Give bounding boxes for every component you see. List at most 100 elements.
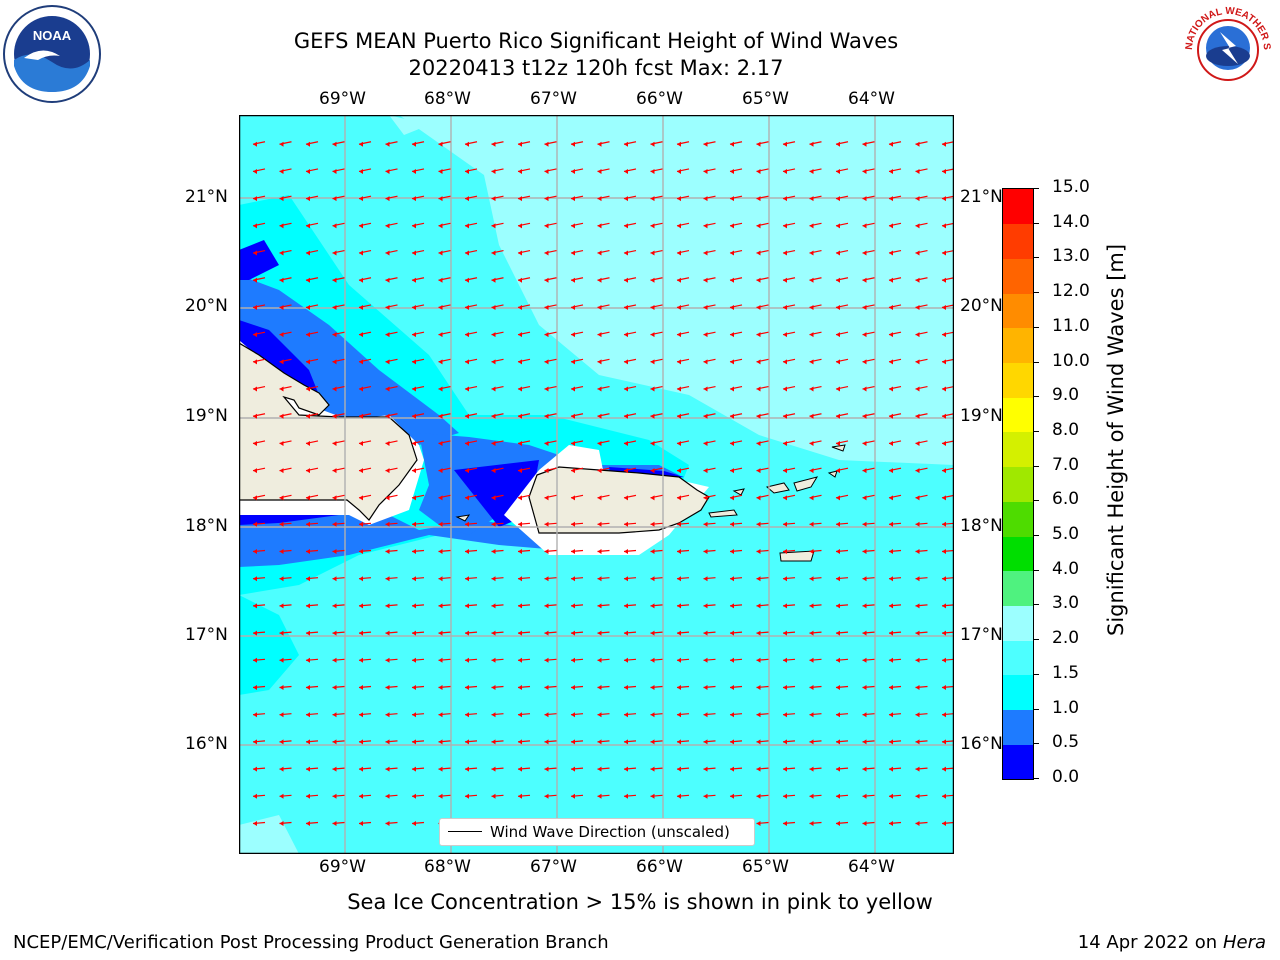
wave-direction-arrowhead [915,793,920,799]
colorbar-segment [1003,362,1033,398]
wave-direction-arrowhead [544,440,549,446]
wave-direction-arrowhead [279,332,284,338]
wave-direction-arrowhead [889,168,893,174]
wave-direction-arrowhead [412,576,416,582]
wave-direction-arrowhead [597,413,602,419]
wave-direction-arrowhead [783,277,787,283]
wave-direction-arrowhead [597,766,602,772]
wave-direction-arrowhead [650,685,655,690]
wave-direction-arrowhead [730,141,734,147]
wave-direction-arrowhead [756,766,761,772]
wave-direction-arrowhead [703,603,708,609]
wave-direction-arrowhead [624,304,628,310]
wave-direction-arrowhead [385,657,390,663]
wave-direction-arrowhead [491,576,496,582]
colorbar-tick-label: 10.0 [1052,350,1090,371]
wave-direction-arrowhead [412,223,416,229]
wave-direction-arrowhead [332,793,337,799]
wave-direction-arrowhead [677,440,681,446]
map-title: GEFS MEAN Puerto Rico Significant Height… [293,29,899,53]
wave-direction-arrowhead [544,549,549,554]
wave-direction-arrowhead [332,277,337,283]
wave-direction-arrowhead [756,359,761,365]
wave-direction-arrowhead [385,359,390,365]
wave-direction-arrowhead [491,712,496,718]
wave-direction-arrowhead [306,739,310,745]
wave-direction-arrowhead [332,304,337,310]
wave-direction-arrowhead [359,332,363,338]
wave-direction-arrowhead [571,657,575,663]
wave-direction-arrowhead [809,359,814,365]
wave-direction-arrowhead [571,521,575,527]
colorbar-tick-mark [1034,257,1039,259]
wave-direction-arrowhead [332,223,337,229]
wave-direction-arrowhead [624,521,628,527]
wave-direction-arrowhead [465,440,469,446]
wave-direction-arrowhead [412,521,416,527]
wave-direction-arrowhead [650,223,655,229]
wave-direction-arrowhead [253,521,257,527]
noaa-logo: NOAA [2,4,102,104]
colorbar-tick-label: 7.0 [1052,454,1080,475]
wave-direction-arrowhead [942,793,946,799]
wave-direction-arrowhead [783,196,787,202]
wave-direction-arrowhead [253,549,257,554]
wave-direction-arrowhead [306,630,310,636]
wave-direction-arrowhead [942,685,946,690]
footer-host: Hera [1222,932,1266,953]
wave-direction-arrowhead [253,277,257,283]
wave-direction-arrowhead [597,304,602,310]
wave-direction-arrowhead [253,196,257,202]
wave-direction-arrowhead [597,359,602,365]
wave-direction-arrowhead [703,250,708,256]
wave-direction-arrowhead [544,521,549,527]
wave-direction-arrowhead [359,766,363,772]
wave-direction-arrowhead [677,413,681,419]
svg-text:NOAA: NOAA [33,28,72,43]
wave-band-2-3m [399,115,954,465]
wave-direction-arrowhead [279,359,284,365]
colorbar-tick-mark [1034,778,1039,779]
wave-direction-arrowhead [889,141,893,147]
wave-direction-arrowhead [677,196,681,202]
wave-direction-arrowhead [359,413,363,419]
wave-direction-arrowhead [809,603,814,609]
wave-direction-arrowhead [438,603,443,609]
lon-label-top: 69°W [319,89,366,109]
wave-direction-arrowhead [756,196,761,202]
wave-direction-arrowhead [544,657,549,663]
wave-direction-arrowhead [889,521,893,527]
wave-direction-arrowhead [942,359,946,365]
wave-direction-arrowhead [518,468,522,474]
wave-direction-arrowhead [597,576,602,582]
wave-direction-arrowhead [544,468,549,474]
wave-direction-arrowhead [412,630,416,636]
wave-direction-arrowhead [677,576,681,582]
wave-direction-arrowhead [332,332,337,338]
wave-direction-arrowhead [332,359,337,365]
wave-direction-arrowhead [597,685,602,690]
wave-direction-arrowhead [783,413,787,419]
wave-direction-arrowhead [942,413,946,419]
wave-direction-arrowhead [889,549,893,554]
colorbar-segment [1003,258,1033,294]
wind-wave-arrows [252,141,955,826]
wave-direction-arrowhead [544,413,549,419]
wave-direction-arrowhead [253,576,257,582]
wave-direction-arrowhead [624,223,628,229]
legend-label: Wind Wave Direction (unscaled) [490,823,730,841]
wave-direction-arrowhead [518,304,522,310]
wave-direction-arrowhead [889,468,893,474]
wave-direction-arrowhead [703,657,708,663]
wave-direction-arrowhead [438,413,443,419]
wave-direction-arrowhead [942,603,946,609]
wave-direction-arrowhead [332,521,337,527]
wave-direction-arrowhead [571,304,575,310]
wave-direction-arrowhead [862,223,867,229]
wave-direction-arrowhead [756,685,761,690]
wave-direction-arrowhead [438,549,443,554]
wave-direction-arrowhead [862,277,867,283]
colorbar-tick-label: 8.0 [1052,419,1080,440]
wave-direction-arrowhead [836,739,840,745]
wave-direction-arrowhead [359,250,363,256]
